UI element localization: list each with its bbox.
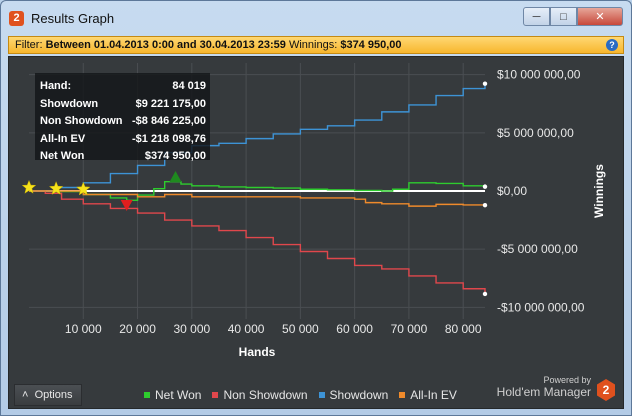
tooltip-row: All-In EV -$1 218 098,76	[40, 131, 206, 149]
maximize-icon: □	[560, 10, 567, 23]
close-button[interactable]: ✕	[577, 7, 623, 26]
winnings-label: Winnings:	[288, 39, 338, 51]
legend-swatch	[318, 392, 325, 398]
legend-swatch	[144, 392, 150, 398]
star-marker	[75, 181, 91, 196]
x-tick-label: 80 000	[445, 322, 482, 336]
tooltip-row-value: $9 221 175,00	[135, 97, 206, 110]
close-icon: ✕	[595, 11, 605, 23]
hover-tooltip: Hand: 84 019 Showdown $9 221 175,00 Non Show…	[35, 73, 210, 162]
x-axis-title: Hands	[239, 345, 276, 359]
x-tick-label: 10 000	[65, 322, 102, 336]
y-tick-label: $5 000 000,00	[497, 126, 574, 140]
tooltip-row: Non Showdown -$8 846 225,00	[40, 113, 206, 131]
y-tick-label: -$5 000 000,00	[497, 242, 578, 256]
help-icon[interactable]: ?	[606, 39, 618, 51]
tooltip-row-value: 84 019	[172, 80, 206, 92]
app-logo-icon: 2	[9, 11, 24, 26]
legend-item[interactable]: Showdown	[318, 388, 389, 402]
filter-label: Filter:	[15, 39, 43, 51]
legend-label: Net Won	[155, 388, 202, 402]
best-point-marker	[169, 171, 182, 183]
x-tick-label: 40 000	[228, 322, 265, 336]
chevron-up-icon: ˄	[22, 389, 29, 401]
tooltip-row-label: Showdown	[40, 97, 99, 110]
series-line	[29, 190, 486, 294]
maximize-button[interactable]: □	[550, 7, 577, 26]
series-line	[29, 190, 486, 207]
powered-by-text: Powered by	[543, 375, 591, 385]
title-bar[interactable]: 2 Results Graph ─ □ ✕	[1, 1, 631, 34]
worst-point-marker	[120, 199, 133, 211]
chart-legend: Net Won Non Showdown Showdown All-In EV	[144, 388, 468, 402]
filter-range: Between 01.04.2013 0:00 and 30.04.2013 2…	[45, 39, 286, 51]
tooltip-row-value: -$8 846 225,00	[131, 115, 206, 127]
legend-item[interactable]: Net Won	[144, 388, 201, 402]
legend-swatch	[399, 392, 406, 398]
brand-name: Hold'em Manager	[496, 385, 591, 399]
y-tick-label: $0,00	[497, 184, 527, 198]
window-title: Results Graph	[31, 11, 115, 26]
series-end-point	[482, 202, 488, 208]
tooltip-row-label: Non Showdown	[40, 115, 123, 127]
tooltip-row-label: Net Won	[40, 150, 85, 162]
filter-bar: Filter: Between 01.04.2013 0:00 and 30.0…	[8, 36, 624, 54]
y-tick-label: $10 000 000,00	[497, 68, 581, 82]
results-chart[interactable]: 10 000 20 000 30 000 40 000 50 000 60 000 70 0…	[9, 57, 623, 372]
hem-logo-icon: 2	[597, 379, 615, 401]
legend-swatch	[212, 392, 219, 398]
tooltip-row-label: Hand:	[40, 80, 72, 92]
series-line	[29, 180, 486, 202]
legend-label: Showdown	[329, 388, 389, 402]
series-end-point	[482, 184, 488, 189]
series-end-point	[482, 291, 488, 297]
star-marker	[48, 181, 64, 195]
options-button[interactable]: ˄ Options	[14, 384, 82, 406]
legend-item[interactable]: All-In EV	[399, 388, 457, 402]
y-tick-label: -$10 000 000,00	[497, 300, 585, 314]
series-end-point	[482, 81, 488, 86]
brand-block: Powered by Hold'em Manager	[497, 375, 591, 399]
graph-panel: 10 000 20 000 30 000 40 000 50 000 60 000 70 0…	[8, 56, 624, 409]
legend-item[interactable]: Non Showdown	[212, 388, 308, 402]
legend-label: All-In EV	[410, 388, 457, 402]
x-tick-label: 60 000	[336, 322, 373, 336]
window-controls: ─ □ ✕	[523, 7, 623, 27]
minimize-button[interactable]: ─	[523, 7, 550, 26]
star-marker	[21, 179, 37, 194]
tooltip-row-label: All-In EV	[40, 132, 86, 145]
y-axis-title: Winnings	[592, 164, 606, 218]
x-tick-label: 30 000	[173, 322, 210, 336]
x-tick-label: 20 000	[119, 322, 156, 336]
x-tick-label: 70 000	[391, 322, 428, 336]
series-line	[29, 83, 486, 192]
tooltip-row-value: $374 950,00	[144, 150, 206, 162]
tooltip-row: Net Won $374 950,00	[40, 148, 206, 166]
options-label: Options	[34, 389, 73, 401]
winnings-value: $374 950,00	[340, 39, 402, 51]
tooltip-row: Showdown $9 221 175,00	[40, 96, 206, 114]
legend-label: Non Showdown	[223, 388, 308, 402]
tooltip-row: Hand: 84 019	[40, 78, 206, 96]
tooltip-row-value: -$1 218 098,76	[131, 132, 206, 145]
x-tick-label: 50 000	[282, 322, 319, 336]
minimize-icon: ─	[532, 10, 541, 23]
